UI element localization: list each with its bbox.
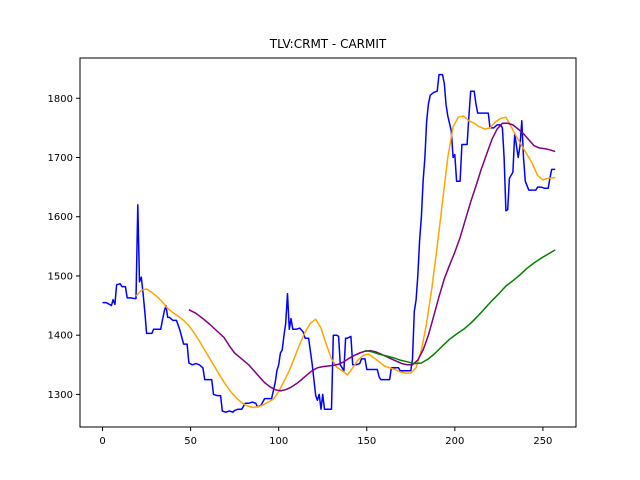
x-axis: 0 50 100 150 200 250: [99, 427, 552, 447]
y-tick-label: 1300: [48, 390, 73, 401]
y-tick-label: 1700: [48, 153, 73, 164]
x-tick-label: 150: [357, 436, 376, 447]
x-tick-label: 250: [533, 436, 552, 447]
plot-frame: [79, 57, 577, 428]
series-line-3: [188, 122, 556, 392]
series-line-1: [102, 73, 556, 413]
chart-title: TLV:CRMT - CARMIT: [269, 37, 387, 51]
plot-lines: [102, 73, 556, 413]
x-tick-label: 50: [184, 436, 197, 447]
y-tick-label: 1800: [48, 94, 73, 105]
x-tick-label: 100: [269, 436, 288, 447]
y-axis: 1300 1400 1500 1600 1700 1800: [48, 94, 80, 401]
y-tick-label: 1600: [48, 212, 73, 223]
x-tick-label: 200: [445, 436, 464, 447]
y-tick-label: 1400: [48, 331, 73, 342]
y-tick-label: 1500: [48, 271, 73, 282]
x-tick-label: 0: [99, 436, 105, 447]
series-line-4: [364, 249, 556, 365]
series-line-2: [135, 115, 556, 409]
